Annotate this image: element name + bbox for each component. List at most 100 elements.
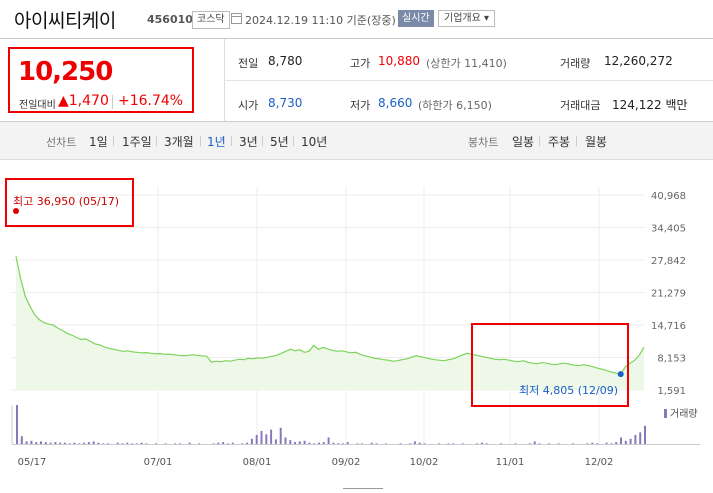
- candle-chart-label: 봉차트: [468, 136, 499, 149]
- low-value: 8,660: [378, 96, 413, 110]
- volume-bar: [413, 441, 416, 444]
- price-chart[interactable]: 40,968 34,405 27,842 21,279 14,716 8,153 1,591…: [0, 160, 713, 492]
- prev-close-label: 전일: [238, 57, 259, 70]
- volume-bar: [370, 442, 373, 444]
- volume-bar: [212, 443, 215, 445]
- volume-value: 12,260,272: [604, 54, 673, 68]
- volume-bar: [174, 443, 177, 445]
- volume-bar: [356, 443, 359, 445]
- volume-bar: [605, 442, 608, 444]
- period-10y[interactable]: 10년: [301, 135, 328, 149]
- volume-bar: [437, 443, 440, 445]
- volume-bar: [629, 438, 632, 444]
- volume-bar: [121, 443, 124, 445]
- low-marker: [617, 371, 624, 378]
- volume-bar: [313, 443, 316, 445]
- scroll-handle[interactable]: [343, 488, 383, 493]
- change-value: ▲1,470: [58, 93, 109, 109]
- divider: [112, 95, 113, 109]
- price-chart-svg: 40,968 34,405 27,842 21,279 14,716 8,153 1,591…: [11, 187, 700, 468]
- volume-bar: [447, 443, 450, 445]
- volume-bar: [49, 442, 52, 444]
- realtime-button[interactable]: 실시간: [398, 10, 434, 27]
- volume-bar: [54, 442, 57, 445]
- lower-limit: (하한가 6,150): [418, 99, 492, 112]
- volume-bar: [126, 442, 129, 444]
- volume-bar: [179, 443, 181, 445]
- y-tick-label: 1,591: [657, 386, 686, 397]
- volume-legend-label: 거래량: [670, 409, 698, 420]
- stock-code: 456010: [147, 13, 193, 26]
- trade-amount-value: 124,122 백만: [612, 98, 688, 112]
- volume-bar: [155, 443, 157, 445]
- high-highlight-box: [5, 178, 134, 227]
- period-1d[interactable]: 1일: [89, 135, 108, 149]
- volume-bar: [164, 443, 167, 445]
- volume-bar: [289, 440, 292, 444]
- volume-bar: [528, 443, 531, 445]
- volume-bar: [303, 440, 306, 445]
- volume-bar: [188, 442, 191, 444]
- price-area: [16, 256, 644, 390]
- volume-bar: [485, 443, 488, 445]
- volume-bar: [327, 437, 330, 444]
- period-1y[interactable]: 1년: [207, 135, 226, 149]
- divider: [293, 136, 294, 146]
- volume-bar: [131, 443, 134, 445]
- period-3y[interactable]: 3년: [239, 135, 258, 149]
- volume-bar: [461, 443, 464, 445]
- y-tick-label: 34,405: [651, 224, 686, 235]
- volume-bar: [332, 442, 335, 444]
- volume-bar: [116, 442, 119, 444]
- quote-summary: 10,250 전일대비 ▲1,470 +16.74% 전일 8,780 고가 1…: [0, 38, 713, 122]
- divider: [156, 136, 157, 146]
- volume-bar: [418, 442, 421, 444]
- volume-bar: [83, 442, 86, 444]
- volume-bar: [44, 442, 47, 445]
- candle-weekly[interactable]: 주봉: [548, 135, 571, 149]
- period-selector: 선차트 1일 1주일 3개월 1년 3년 5년 10년 봉차트 일봉 주봉 월봉: [0, 122, 713, 160]
- volume-bar: [73, 442, 76, 444]
- volume-bar: [644, 425, 646, 444]
- volume-bar: [63, 442, 66, 444]
- volume-bar: [452, 443, 455, 445]
- high-marker: [13, 208, 19, 214]
- x-tick-label: 11/01: [496, 457, 525, 468]
- volume-bar: [102, 443, 105, 445]
- market-badge: 코스닥: [192, 11, 230, 29]
- volume-bar: [481, 442, 483, 444]
- company-overview-dropdown[interactable]: 기업개요 ▾: [438, 10, 495, 27]
- volume-bar: [634, 434, 637, 444]
- prev-close-value: 8,780: [268, 54, 303, 68]
- low-highlight-box: [471, 323, 629, 407]
- divider: [113, 136, 114, 146]
- candle-daily[interactable]: 일봉: [512, 135, 535, 149]
- open-label: 시가: [238, 99, 259, 112]
- volume-bar: [30, 440, 33, 445]
- volume-bar: [294, 442, 296, 445]
- volume-bar: [322, 442, 325, 445]
- x-tick-label: 09/02: [332, 457, 361, 468]
- volume-bar: [533, 441, 536, 444]
- volume-bar: [145, 443, 148, 445]
- volume-bar: [342, 443, 344, 445]
- volume-bar: [87, 442, 90, 445]
- quote-datetime: 2024.12.19 11:10 기준(장중): [245, 14, 396, 27]
- period-1w[interactable]: 1주일: [122, 135, 152, 149]
- divider: [539, 136, 540, 146]
- volume-legend: 거래량: [664, 405, 698, 420]
- divider: [262, 136, 263, 146]
- volume-bar: [97, 442, 100, 444]
- x-tick-label: 07/01: [144, 457, 173, 468]
- high-label: 고가: [350, 57, 371, 70]
- volume-bar: [548, 443, 551, 445]
- candle-monthly[interactable]: 월봉: [585, 135, 608, 149]
- calendar-icon: [231, 13, 242, 24]
- period-3m[interactable]: 3개월: [164, 135, 194, 149]
- period-5y[interactable]: 5년: [270, 135, 289, 149]
- x-tick-label: 08/01: [243, 457, 272, 468]
- trade-amount-label: 거래대금: [560, 99, 601, 112]
- volume-bar: [423, 443, 426, 445]
- high-annotation: 최고 36,950 (05/17): [13, 195, 120, 208]
- current-price-box: 10,250 전일대비 ▲1,470 +16.74%: [8, 47, 194, 113]
